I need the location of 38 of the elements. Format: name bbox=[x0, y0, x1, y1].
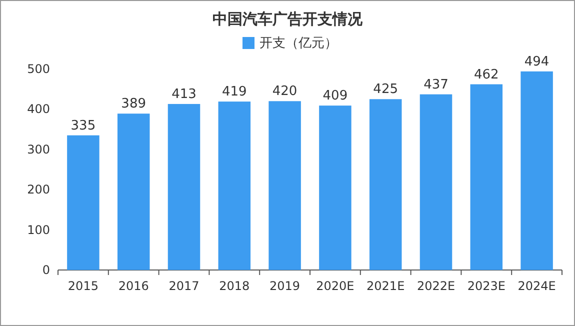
y-tick-label: 0 bbox=[42, 263, 50, 277]
data-label: 437 bbox=[424, 77, 448, 92]
x-tick-label: 2024E bbox=[518, 279, 556, 293]
bar bbox=[117, 114, 150, 270]
data-label: 335 bbox=[70, 118, 96, 134]
legend-label: 开支（亿元） bbox=[260, 36, 338, 51]
bar bbox=[268, 101, 301, 270]
chart-title: 中国汽车广告开支情况 bbox=[212, 10, 364, 28]
data-label: 425 bbox=[373, 82, 398, 98]
bar bbox=[420, 94, 452, 270]
y-tick-label: 400 bbox=[27, 102, 50, 116]
x-tick-label: 2020E bbox=[316, 279, 354, 293]
data-label: 494 bbox=[524, 54, 550, 70]
y-tick-label: 100 bbox=[27, 222, 50, 237]
bar bbox=[168, 104, 200, 270]
x-tick-label: 2019 bbox=[270, 279, 300, 293]
x-tick-label: 2023E bbox=[467, 279, 506, 293]
bar bbox=[319, 106, 352, 270]
data-label: 409 bbox=[322, 88, 348, 104]
y-tick-label: 300 bbox=[27, 142, 50, 156]
y-tick-label: 200 bbox=[27, 182, 50, 197]
data-label: 389 bbox=[121, 96, 146, 112]
x-tick-label: 2018 bbox=[219, 279, 250, 293]
bar bbox=[218, 102, 251, 270]
data-label: 413 bbox=[172, 86, 196, 102]
x-tick-label: 2017 bbox=[168, 279, 200, 293]
x-tick-label: 2015 bbox=[68, 279, 98, 293]
data-label: 462 bbox=[474, 67, 499, 82]
x-tick-label: 2022E bbox=[416, 279, 456, 293]
bar bbox=[369, 99, 402, 270]
bar bbox=[470, 84, 503, 270]
x-tick-label: 2021E bbox=[366, 279, 405, 293]
bar bbox=[520, 71, 553, 270]
data-label: 419 bbox=[222, 84, 247, 100]
bar bbox=[67, 135, 100, 270]
data-label: 420 bbox=[272, 84, 298, 100]
y-tick-label: 500 bbox=[27, 62, 50, 76]
x-tick-label: 2016 bbox=[118, 279, 149, 293]
